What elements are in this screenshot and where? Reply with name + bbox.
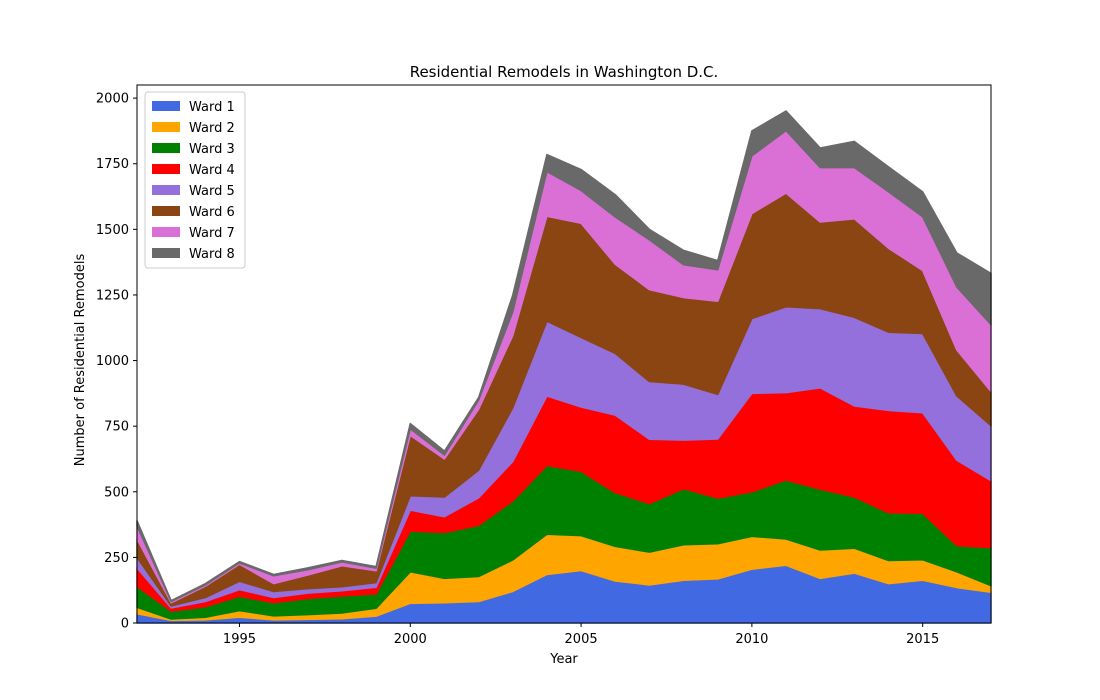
y-tick-label: 2000: [96, 92, 129, 107]
x-tick-label: 2010: [735, 632, 768, 647]
legend-swatch-ward-8: [152, 248, 180, 258]
y-tick-label: 1750: [96, 157, 129, 172]
y-axis-title: Number of Residential Remodels: [73, 254, 88, 467]
x-tick-label: 2000: [394, 632, 427, 647]
legend-swatch-ward-7: [152, 227, 180, 237]
stacked-area-layers: [136, 110, 992, 624]
legend-swatch-ward-3: [152, 143, 180, 153]
axes: [136, 84, 992, 624]
y-tick-label: 0: [121, 617, 129, 632]
legend-box: [144, 91, 246, 269]
y-tick-label: 1000: [96, 354, 129, 369]
legend-swatch-ward-1: [152, 101, 180, 111]
legend-label-ward-5: Ward 5: [189, 184, 235, 199]
legend-swatch-ward-2: [152, 122, 180, 132]
x-axis-title: Year: [549, 652, 578, 667]
axis-ticks: 1995 2000 2005 2010 2015 0 250 500 750 1000 1250 15…: [96, 92, 939, 647]
plot-frame: [136, 84, 992, 624]
y-tick-label: 1250: [96, 288, 129, 303]
chart-title: Residential Remodels in Washington D.C.: [410, 63, 719, 81]
legend-label-ward-1: Ward 1: [189, 100, 235, 115]
x-tick-label: 1995: [223, 632, 256, 647]
legend-label-ward-6: Ward 6: [189, 205, 235, 220]
legend: Ward 1 Ward 2 Ward 3 Ward 4 Ward 5 Ward 6 Ward…: [144, 91, 246, 269]
legend-label-ward-3: Ward 3: [189, 142, 235, 157]
y-tick-label: 500: [104, 485, 129, 500]
legend-swatch-ward-5: [152, 185, 180, 195]
legend-swatch-ward-6: [152, 206, 180, 216]
legend-label-ward-4: Ward 4: [189, 163, 235, 178]
y-tick-label: 1500: [96, 223, 129, 238]
legend-label-ward-8: Ward 8: [189, 247, 235, 262]
x-tick-label: 2015: [906, 632, 939, 647]
legend-swatch-ward-4: [152, 164, 180, 174]
legend-label-ward-2: Ward 2: [189, 121, 235, 136]
y-tick-label: 250: [104, 551, 129, 566]
legend-label-ward-7: Ward 7: [189, 226, 235, 241]
y-tick-label: 750: [104, 420, 129, 435]
x-tick-label: 2005: [565, 632, 598, 647]
